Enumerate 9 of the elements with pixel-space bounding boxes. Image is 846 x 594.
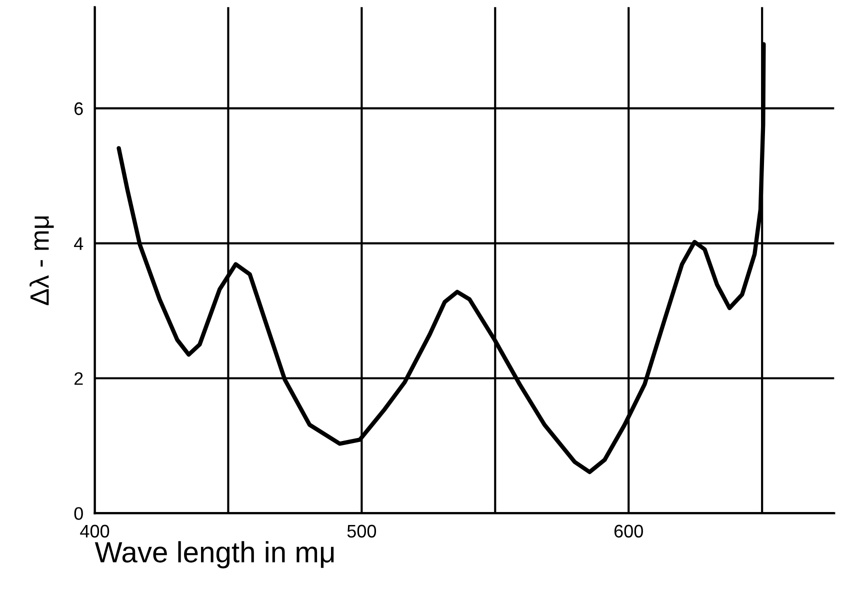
y-tick-label: 0 <box>74 507 83 520</box>
x-axis-title: Wave length in mμ <box>94 541 334 568</box>
y-tick-label: 2 <box>74 372 83 385</box>
x-tick-label: 500 <box>347 524 376 538</box>
y-tick-label: 4 <box>74 237 84 250</box>
y-axis-title: Δλ - mμ <box>30 216 54 306</box>
x-tick-label: 400 <box>80 524 110 538</box>
y-tick-label: 6 <box>74 102 83 116</box>
x-tick-label: 600 <box>614 524 643 538</box>
